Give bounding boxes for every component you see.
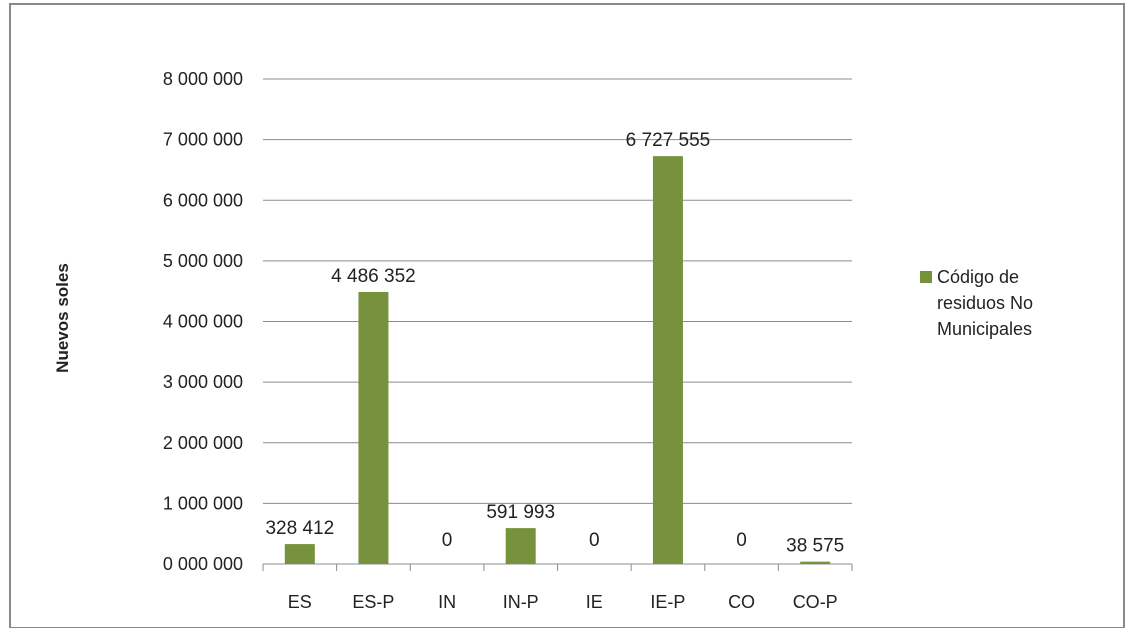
y-tick-label: 4 000 000 <box>163 312 243 332</box>
bars <box>284 156 831 565</box>
bar-es-p <box>358 292 389 564</box>
bar-in-p <box>505 528 536 564</box>
data-label: 328 412 <box>265 518 334 539</box>
x-tick-label: ES-P <box>352 592 394 612</box>
x-tick-label: CO <box>728 592 755 612</box>
bar-ie-p <box>652 156 683 565</box>
y-axis-tick-labels: 0 000 000 1 000 000 2 000 000 3 000 000 4 00… <box>163 69 243 574</box>
y-tick-label: 3 000 000 <box>163 372 243 392</box>
legend-label-line: Código de <box>937 267 1019 287</box>
legend-label: Código de residuos No Municipales <box>937 267 1033 339</box>
data-label: 38 575 <box>786 536 844 557</box>
y-axis-label: Nuevos soles <box>53 263 72 373</box>
legend-label-line: residuos No <box>937 293 1033 313</box>
data-labels: 328 412 4 486 352 0 591 993 0 6 727 555 0 38 57… <box>265 130 844 557</box>
x-tick-label: IN-P <box>503 592 539 612</box>
bar-es <box>284 544 315 564</box>
x-tick-label: IN <box>438 592 456 612</box>
y-tick-label: 5 000 000 <box>163 251 243 271</box>
chart-frame <box>9 3 1125 629</box>
y-tick-label: 0 000 000 <box>163 554 243 574</box>
y-tick-label: 6 000 000 <box>163 190 243 210</box>
data-label: 0 <box>589 530 600 551</box>
y-tick-label: 8 000 000 <box>163 69 243 89</box>
data-label: 591 993 <box>486 502 555 523</box>
x-tick-label: IE-P <box>650 592 685 612</box>
y-tick-label: 1 000 000 <box>163 493 243 513</box>
legend: Código de residuos No Municipales <box>920 267 1033 339</box>
x-tick-label: ES <box>288 592 312 612</box>
x-axis-tick-labels: ES ES-P IN IN-P IE IE-P CO CO-P <box>288 592 838 612</box>
x-tick-label: IE <box>586 592 603 612</box>
x-tick-label: CO-P <box>793 592 838 612</box>
data-label: 0 <box>442 530 453 551</box>
legend-swatch <box>920 271 932 283</box>
data-label: 4 486 352 <box>331 266 416 287</box>
y-tick-label: 2 000 000 <box>163 433 243 453</box>
data-label: 0 <box>736 530 747 551</box>
data-label: 6 727 555 <box>626 130 711 151</box>
bar-co-p <box>800 561 831 564</box>
y-tick-label: 7 000 000 <box>163 130 243 150</box>
legend-label-line: Municipales <box>937 319 1032 339</box>
